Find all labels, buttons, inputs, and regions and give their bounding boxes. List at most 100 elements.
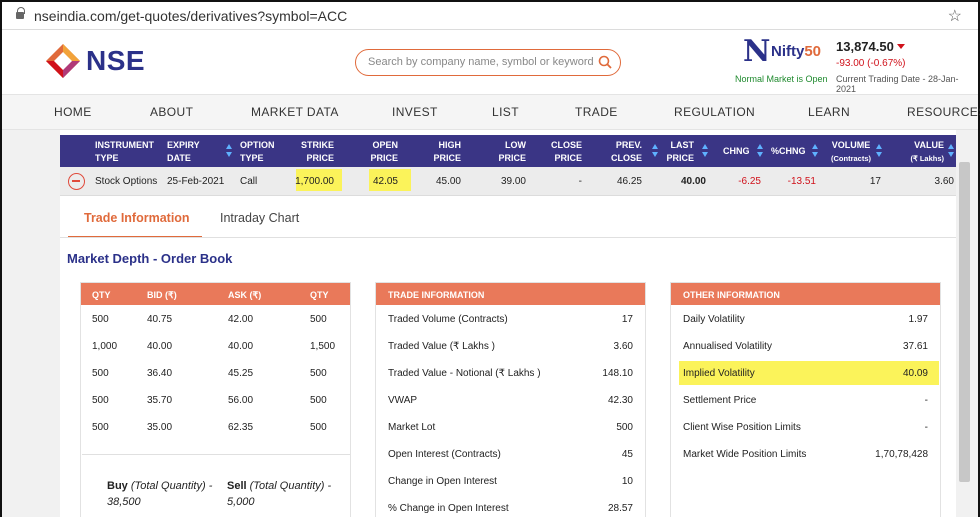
col-low-price[interactable]: LOW PRICE <box>498 140 526 163</box>
implied-volatility-highlight <box>679 361 939 385</box>
col-open-price[interactable]: OPEN PRICE <box>370 140 398 163</box>
col-expiry-date[interactable]: EXPIRY DATE <box>167 140 200 163</box>
cell-value: 3.60 <box>934 176 954 187</box>
info-row: Traded Value - Notional (₹ Lakhs ) 148.10 <box>376 368 645 395</box>
info-row: % Change in Open Interest 28.57 <box>376 503 645 517</box>
trade-information-header: TRADE INFORMATION <box>376 283 645 305</box>
info-value: 45 <box>621 449 633 460</box>
cell-open-price: 42.05 <box>372 176 398 187</box>
cell-bid-qty: 500 <box>92 395 109 406</box>
col-close-price[interactable]: CLOSE PRICE <box>550 140 582 163</box>
site-header: NSE Search by company name, symbol or ke… <box>2 30 978 94</box>
collapse-icon[interactable] <box>68 173 85 190</box>
col-prev-close[interactable]: PREV. CLOSE <box>610 140 642 163</box>
search-placeholder: Search by company name, symbol or keywor… <box>368 56 594 68</box>
sort-icon[interactable] <box>757 144 764 158</box>
nav-invest[interactable]: INVEST <box>392 105 438 119</box>
col-volume[interactable]: VOLUME (Contracts) <box>831 140 872 163</box>
search-icon[interactable] <box>598 55 612 69</box>
nav-resources[interactable]: RESOURCES <box>907 105 980 119</box>
col-ask-qty: QTY <box>310 290 329 300</box>
cell-ask-qty: 500 <box>310 422 327 433</box>
col-pchng[interactable]: %CHNG <box>771 146 806 156</box>
order-book-row: 500 35.70 56.00 500 <box>81 395 350 422</box>
cell-ask-qty: 1,500 <box>310 341 336 352</box>
nav-home[interactable]: HOME <box>54 105 92 119</box>
col-option-type[interactable]: OPTION TYPE <box>240 140 275 163</box>
url-text[interactable]: nseindia.com/get-quotes/derivatives?symb… <box>34 8 348 24</box>
nav-about[interactable]: ABOUT <box>150 105 194 119</box>
nifty50-logo[interactable]: N Nifty50 <box>743 37 823 67</box>
nav-learn[interactable]: LEARN <box>808 105 851 119</box>
nifty-n-icon: N <box>743 34 771 69</box>
cell-chng: -6.25 <box>738 176 761 187</box>
order-book-row: 1,000 40.00 40.00 1,500 <box>81 341 350 368</box>
info-value: 148.10 <box>602 368 633 379</box>
col-strike-price[interactable]: STRIKE PRICE <box>300 140 334 163</box>
order-book: QTY BID (₹) ASK (₹) QTY 500 40.75 42.00 … <box>80 282 351 517</box>
col-chng[interactable]: CHNG <box>723 146 750 156</box>
info-row: Market Lot 500 <box>376 422 645 449</box>
info-label: VWAP <box>388 395 418 406</box>
bookmark-star-icon[interactable]: ☆ <box>947 8 962 25</box>
index-change: -93.00 (-0.67%) <box>836 58 906 69</box>
cell-option-type: Call <box>240 176 258 187</box>
cell-ask: 42.00 <box>228 314 254 325</box>
nse-logo-text[interactable]: NSE <box>86 45 146 76</box>
sort-icon[interactable] <box>652 144 659 158</box>
col-last-price[interactable]: LAST PRICE <box>666 140 694 163</box>
sort-icon[interactable] <box>702 144 709 158</box>
sort-icon[interactable] <box>876 144 883 158</box>
col-instrument-type[interactable]: INSTRUMENT TYPE <box>95 140 154 163</box>
cell-expiry-date: 25-Feb-2021 <box>167 176 225 187</box>
cell-low-price: 39.00 <box>500 176 526 187</box>
info-label: Implied Volatility <box>683 368 755 379</box>
sort-icon[interactable] <box>226 144 233 158</box>
search-input[interactable]: Search by company name, symbol or keywor… <box>355 49 621 76</box>
nav-market-data[interactable]: MARKET DATA <box>251 105 339 119</box>
col-high-price[interactable]: HIGH PRICE <box>433 140 461 163</box>
info-row: Settlement Price - <box>671 395 940 422</box>
nav-trade[interactable]: TRADE <box>575 105 618 119</box>
cell-bid: 36.40 <box>147 368 173 379</box>
info-label: Traded Volume (Contracts) <box>388 314 508 325</box>
cell-ask-qty: 500 <box>310 368 327 379</box>
info-value: 1.97 <box>908 314 928 325</box>
sort-icon[interactable] <box>812 144 819 158</box>
index-value: 13,874.50 <box>836 39 894 54</box>
nse-logo-icon[interactable] <box>46 44 80 78</box>
col-ask: ASK (₹) <box>228 290 262 300</box>
info-row: Market Wide Position Limits 1,70,78,428 <box>671 449 940 476</box>
cell-bid-qty: 500 <box>92 368 109 379</box>
nav-list[interactable]: LIST <box>492 105 519 119</box>
cell-ask-qty: 500 <box>310 395 327 406</box>
cell-ask: 40.00 <box>228 341 254 352</box>
address-bar[interactable]: nseindia.com/get-quotes/derivatives?symb… <box>2 2 978 30</box>
info-row: Implied Volatility 40.09 <box>671 368 940 395</box>
info-row: Traded Volume (Contracts) 17 <box>376 314 645 341</box>
order-book-row: 500 36.40 45.25 500 <box>81 368 350 395</box>
info-label: % Change in Open Interest <box>388 503 509 514</box>
cell-pchng: -13.51 <box>787 176 816 187</box>
order-book-header: QTY BID (₹) ASK (₹) QTY <box>81 283 350 305</box>
tab-trade-information[interactable]: Trade Information <box>84 211 190 225</box>
info-row: Daily Volatility 1.97 <box>671 314 940 341</box>
scrollbar-thumb[interactable] <box>959 162 970 482</box>
cell-instrument-type: Stock Options <box>95 176 158 187</box>
nav-regulation[interactable]: REGULATION <box>674 105 756 119</box>
cell-bid: 40.00 <box>147 341 173 352</box>
quote-table-header: INSTRUMENT TYPE EXPIRY DATE OPTION TYPE STR… <box>60 135 956 167</box>
other-information-title: OTHER INFORMATION <box>683 290 780 300</box>
cell-ask-qty: 500 <box>310 314 327 325</box>
sort-icon[interactable] <box>948 144 955 158</box>
cell-ask: 62.35 <box>228 422 254 433</box>
col-value[interactable]: VALUE (₹ Lakhs) <box>910 140 944 163</box>
tab-intraday-chart[interactable]: Intraday Chart <box>220 211 300 225</box>
info-value: 10 <box>621 476 633 487</box>
cell-bid-qty: 500 <box>92 314 109 325</box>
open-price-highlight <box>369 169 411 191</box>
info-value: - <box>924 422 928 433</box>
info-row: Open Interest (Contracts) 45 <box>376 449 645 476</box>
strike-price-highlight <box>296 169 342 191</box>
info-value: 500 <box>616 422 633 433</box>
